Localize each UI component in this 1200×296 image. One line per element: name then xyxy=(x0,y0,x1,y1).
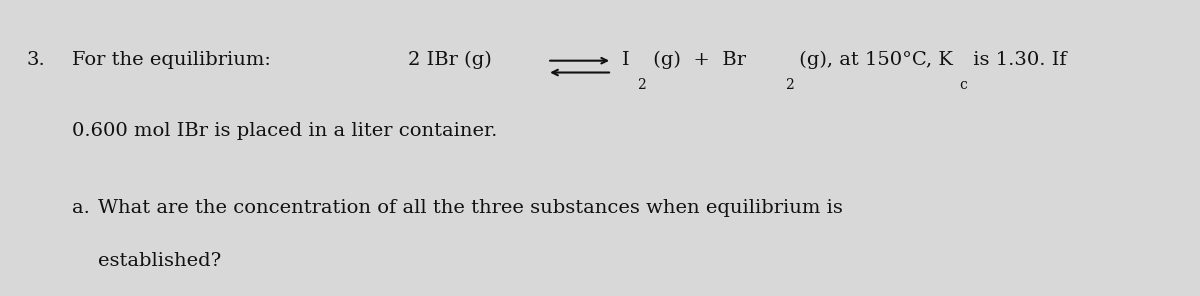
Text: (g), at 150°C, K: (g), at 150°C, K xyxy=(793,51,953,69)
Text: established?: established? xyxy=(98,252,222,271)
Text: 2: 2 xyxy=(637,78,646,92)
Text: is 1.30. If: is 1.30. If xyxy=(967,51,1067,69)
Text: c: c xyxy=(959,78,967,92)
Text: For the equilibrium:: For the equilibrium: xyxy=(72,51,271,69)
Text: 0.600 mol IBr is placed in a liter container.: 0.600 mol IBr is placed in a liter conta… xyxy=(72,122,497,140)
Text: 3.: 3. xyxy=(26,51,46,69)
Text: 2: 2 xyxy=(785,78,793,92)
Text: What are the concentration of all the three substances when equilibrium is: What are the concentration of all the th… xyxy=(98,199,844,217)
Text: (g)  +  Br: (g) + Br xyxy=(647,51,746,69)
Text: a.: a. xyxy=(72,199,90,217)
Text: 2 IBr (g): 2 IBr (g) xyxy=(408,51,492,69)
Text: I: I xyxy=(622,51,629,69)
